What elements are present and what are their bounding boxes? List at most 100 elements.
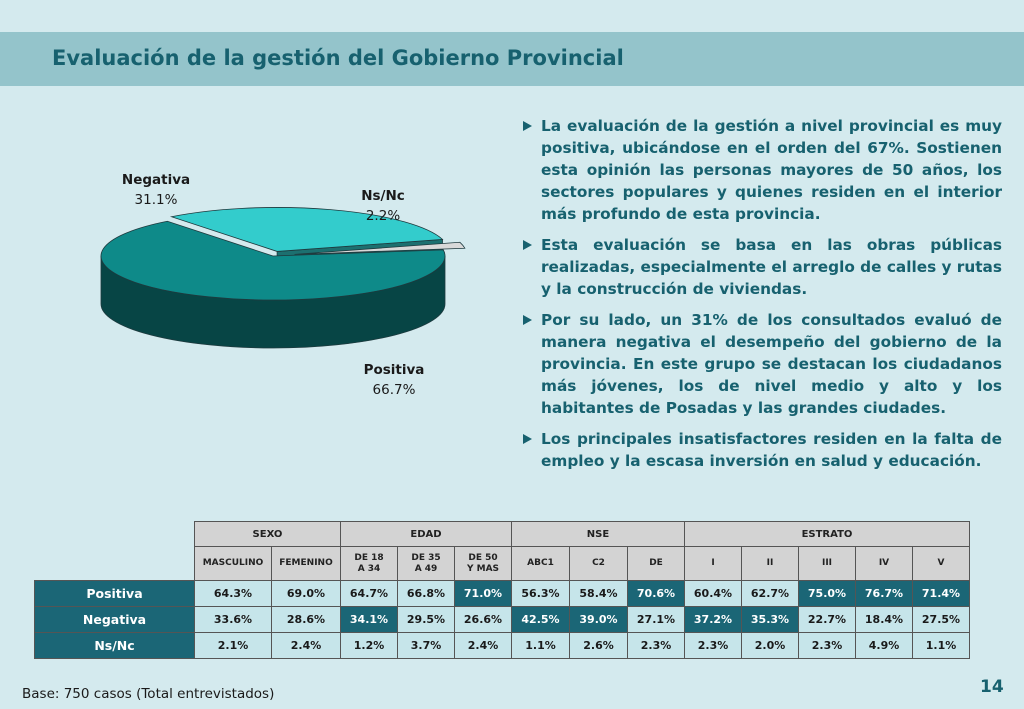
- table-group-header: NSE: [511, 521, 685, 547]
- table-cell: 62.7%: [741, 580, 799, 607]
- table-cell: 2.3%: [684, 632, 742, 659]
- table-row: Ns/Nc 2.1% 2.4% 1.2% 3.7% 2.4% 1.1% 2.6% 2.3% 2.3…: [34, 632, 970, 659]
- pie-label-negativa-name: Negativa: [121, 172, 191, 188]
- table-cell: 2.6%: [569, 632, 628, 659]
- bullet-item: Los principales insatisfactores residen …: [522, 428, 1002, 472]
- table-cell: 4.9%: [855, 632, 913, 659]
- table-cell: 70.6%: [627, 580, 685, 607]
- arrow-bullet-icon: [523, 121, 532, 131]
- table-column-header-line: Y MAS: [466, 563, 500, 574]
- bullet-item: Esta evaluación se basa en las obras púb…: [522, 234, 1002, 300]
- page-number: 14: [980, 677, 1004, 697]
- table-column-header: II: [741, 546, 799, 581]
- table-cell: 33.6%: [194, 606, 272, 633]
- table-column-header-line: I: [711, 558, 715, 568]
- table-cell: 71.0%: [454, 580, 512, 607]
- table-cell: 75.0%: [798, 580, 856, 607]
- pie-slice-positiva: [100, 220, 446, 301]
- table-cell: 1.1%: [912, 632, 970, 659]
- table-cell: 64.7%: [340, 580, 398, 607]
- table-cell: 18.4%: [855, 606, 913, 633]
- table-column-header: I: [684, 546, 742, 581]
- pie-chart: Negativa 31.1% Ns/Nc 2.2% Positiva 66.7%: [90, 160, 470, 410]
- table-column-header-line: MASCULINO: [202, 558, 264, 568]
- table-cell: 22.7%: [798, 606, 856, 633]
- table-group-header: EDAD: [340, 521, 512, 547]
- table-group-header: SEXO: [194, 521, 341, 547]
- table-cell: 2.0%: [741, 632, 799, 659]
- pie-label-positiva-name: Positiva: [363, 362, 425, 378]
- table-cell: 2.3%: [627, 632, 685, 659]
- pie-label-positiva-value: 66.7%: [372, 382, 416, 398]
- table-column-header: IV: [855, 546, 913, 581]
- table-column-header-line: A 49: [414, 563, 438, 574]
- table-column-header: DE 50 Y MAS: [454, 546, 512, 581]
- arrow-bullet-icon: [523, 240, 532, 250]
- table-column-header-line: DE 18: [354, 552, 384, 563]
- arrow-bullet-icon: [523, 434, 532, 444]
- pie-chart-svg: [100, 207, 466, 349]
- table-cell: 39.0%: [569, 606, 628, 633]
- bullet-text: Esta evaluación se basa en las obras púb…: [541, 236, 1002, 298]
- table-cell: 71.4%: [912, 580, 970, 607]
- table-cell: 69.0%: [271, 580, 341, 607]
- table-row-label: Negativa: [34, 606, 195, 633]
- page-title: Evaluación de la gestión del Gobierno Pr…: [52, 46, 624, 70]
- table-cell: 3.7%: [397, 632, 455, 659]
- table-cell: 2.4%: [271, 632, 341, 659]
- bullet-list: La evaluación de la gestión a nivel prov…: [522, 115, 1002, 481]
- crosstab-table: SEXO EDAD NSE ESTRATO MASCULINO FEMENINO DE 18…: [34, 521, 970, 659]
- table-column-header-line: II: [766, 558, 774, 568]
- pie-label-nsnc-name: Ns/Nc: [361, 188, 405, 204]
- table-cell: 26.6%: [454, 606, 512, 633]
- table-column-header-line: DE 50: [468, 552, 498, 563]
- table-cell: 37.2%: [684, 606, 742, 633]
- table-column-header: ABC1: [511, 546, 570, 581]
- table-column-header: DE: [627, 546, 685, 581]
- table-corner: [35, 522, 195, 581]
- table-cell: 28.6%: [271, 606, 341, 633]
- table-cell: 76.7%: [855, 580, 913, 607]
- table-column-header: DE 18 A 34: [340, 546, 398, 581]
- table-cell: 2.1%: [194, 632, 272, 659]
- table-column-header-line: DE: [649, 558, 663, 568]
- pie-label-negativa-value: 31.1%: [134, 192, 178, 208]
- table-column-header: FEMENINO: [271, 546, 341, 581]
- table-cell: 58.4%: [569, 580, 628, 607]
- table-cell: 1.1%: [511, 632, 570, 659]
- table-column-header-line: C2: [592, 558, 605, 568]
- base-note: Base: 750 casos (Total entrevistados): [22, 686, 275, 702]
- table-row-label: Positiva: [34, 580, 195, 607]
- table-row: Negativa 33.6% 28.6% 34.1% 29.5% 26.6% 42.5% 39…: [34, 606, 970, 633]
- pie-slice-negativa: [169, 207, 444, 252]
- bullet-item: Por su lado, un 31% de los consultados e…: [522, 309, 1002, 419]
- pie-label-positiva: Positiva 66.7%: [352, 360, 436, 400]
- table-group-header: ESTRATO: [684, 521, 970, 547]
- table-column-header-line: ABC1: [527, 558, 554, 568]
- title-bar: Evaluación de la gestión del Gobierno Pr…: [0, 32, 1024, 86]
- table-row-label: Ns/Nc: [34, 632, 195, 659]
- table-column-header-line: FEMENINO: [279, 558, 333, 568]
- table-cell: 27.5%: [912, 606, 970, 633]
- table-column-header: DE 35 A 49: [397, 546, 455, 581]
- arrow-bullet-icon: [523, 315, 532, 325]
- pie-label-negativa: Negativa 31.1%: [112, 170, 200, 210]
- table-cell: 66.8%: [397, 580, 455, 607]
- bullet-text: La evaluación de la gestión a nivel prov…: [541, 117, 1002, 223]
- table-cell: 29.5%: [397, 606, 455, 633]
- pie-label-nsnc: Ns/Nc 2.2%: [348, 186, 418, 226]
- bullet-text: Por su lado, un 31% de los consultados e…: [541, 311, 1002, 417]
- table-column-header-line: V: [937, 558, 945, 568]
- table-cell: 42.5%: [511, 606, 570, 633]
- table-cell: 2.3%: [798, 632, 856, 659]
- table-column-header-line: DE 35: [411, 552, 441, 563]
- table-column-header: III: [798, 546, 856, 581]
- bullet-text: Los principales insatisfactores residen …: [541, 430, 1002, 470]
- table-column-header: MASCULINO: [194, 546, 272, 581]
- table-column-header-line: III: [821, 558, 833, 568]
- table-cell: 56.3%: [511, 580, 570, 607]
- table-cell: 35.3%: [741, 606, 799, 633]
- table-column-header: C2: [569, 546, 628, 581]
- pie-slice-nsnc: [294, 241, 466, 255]
- pie-label-nsnc-value: 2.2%: [365, 208, 401, 224]
